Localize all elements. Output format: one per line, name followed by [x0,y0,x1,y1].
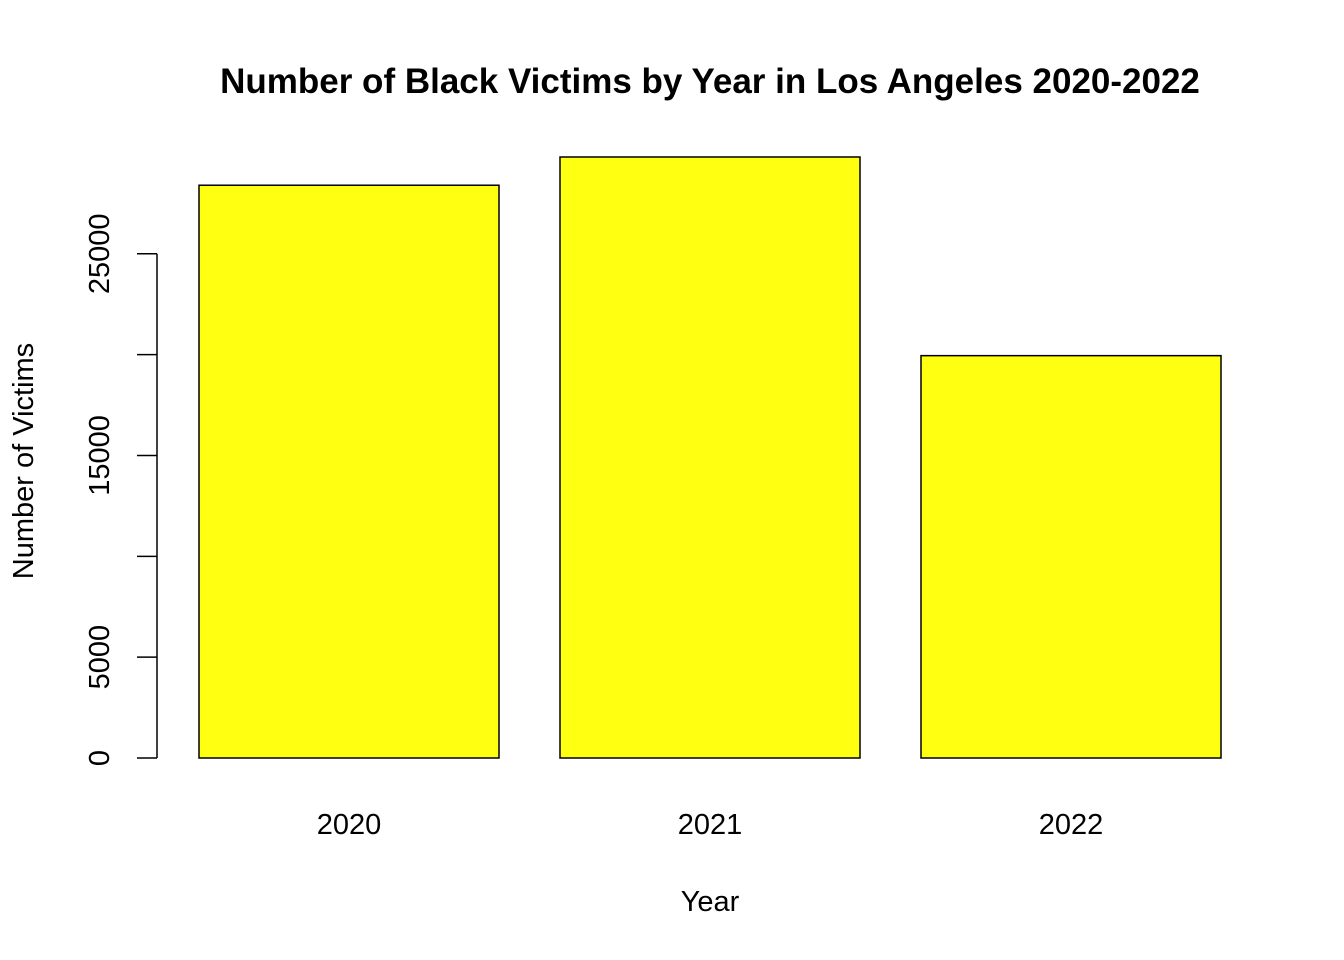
y-axis-title: Number of Victims [8,343,40,579]
x-tick-label-2021: 2021 [678,809,743,841]
y-tick-label: 0 [84,750,116,766]
y-tick-label: 15000 [84,415,116,496]
bar-2022 [920,354,1222,759]
y-tick-label: 5000 [84,625,116,690]
y-axis: 0 5000 15000 25000 [84,213,158,766]
bar-2021 [559,156,861,759]
x-tick-label-2020: 2020 [317,809,382,841]
y-tick-label: 25000 [84,213,116,294]
chart-title: Number of Black Victims by Year in Los A… [220,62,1200,101]
x-tick-labels: 2020 2021 2022 [317,809,1104,841]
bar-2020 [198,184,500,759]
x-axis-title: Year [681,886,740,918]
x-tick-label-2022: 2022 [1039,809,1104,841]
bars-group [198,156,1222,759]
